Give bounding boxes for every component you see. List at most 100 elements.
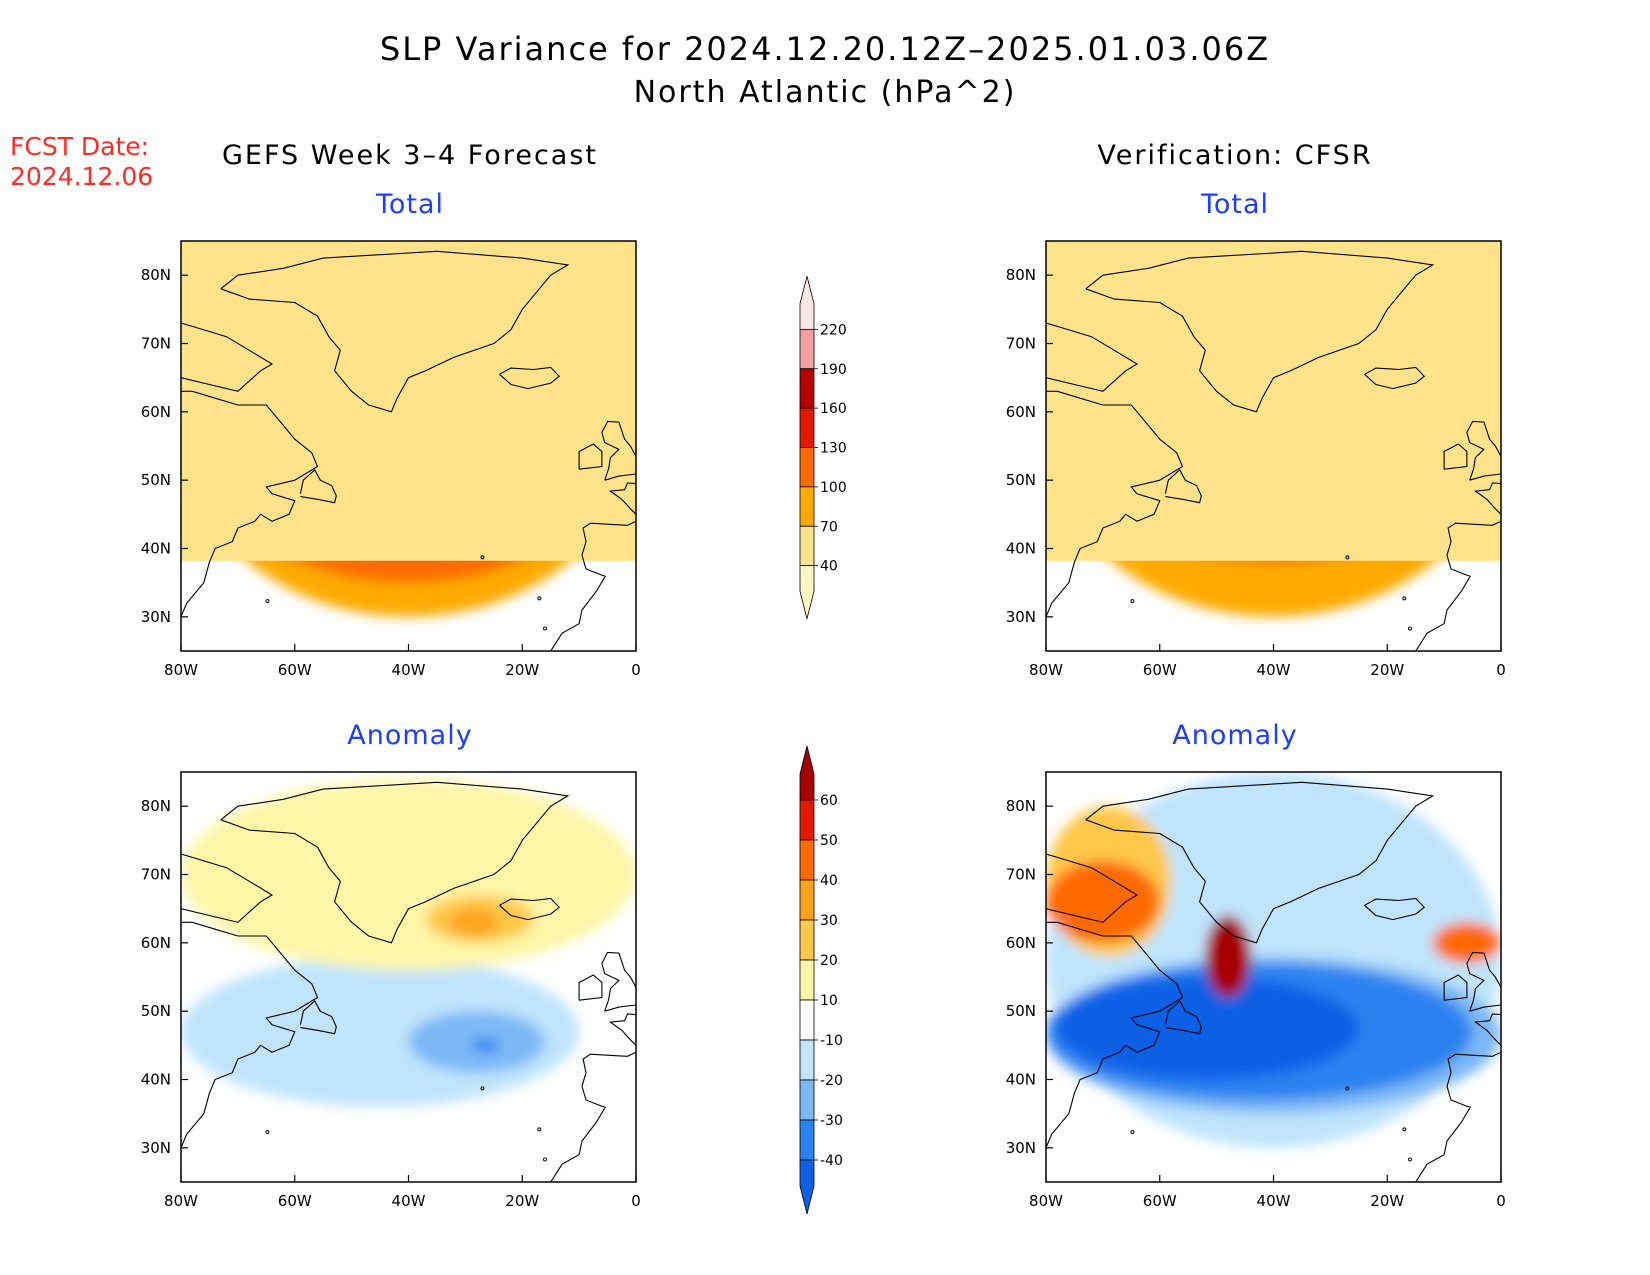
verification-total-map: 80W 60W 40W 20W 0 80N 70N 60N 50N 40N 30N <box>1006 240 1506 721</box>
lon-tick-label: 20W <box>505 661 539 679</box>
colorbar-swatch <box>799 745 815 801</box>
colorbar-swatch <box>799 368 815 409</box>
colorbar-swatch <box>799 276 815 330</box>
colorbar-label: 70 <box>820 519 838 535</box>
coastline <box>1046 853 1139 923</box>
coastline <box>1046 390 1184 618</box>
lat-tick-label: 30N <box>141 608 171 626</box>
verification-column-title: Verification: CFSR <box>1097 140 1373 171</box>
forecast-total-map: 80W 60W 40W 20W 0 80N 70N 60N 50N 40N 30N <box>141 240 641 679</box>
colorbar-label: 100 <box>820 480 847 496</box>
contour-fill-layer <box>1046 772 1501 1148</box>
lat-tick-label: 30N <box>1006 608 1036 626</box>
verification-anomaly-title: Anomaly <box>1172 720 1298 751</box>
lon-tick-label: 0 <box>631 1192 641 1210</box>
coastline <box>608 1013 636 1046</box>
lat-tick-label: 50N <box>1006 1002 1036 1020</box>
lon-tick-label: 0 <box>631 661 641 679</box>
coastline <box>299 469 337 504</box>
colorbar-swatch <box>799 525 815 567</box>
coastline <box>581 520 636 578</box>
lat-tick-label: 70N <box>141 335 171 353</box>
island <box>265 599 270 604</box>
colorbar-label: 160 <box>820 401 847 417</box>
colorbar-label: 50 <box>820 833 838 849</box>
coastline <box>578 443 603 470</box>
lon-tick-label: 60W <box>278 1192 312 1210</box>
fcst-date: 2024.12.06 <box>10 162 154 191</box>
coastline <box>220 781 570 944</box>
fcst-label: FCST Date: <box>10 132 150 161</box>
contour-region <box>181 778 636 971</box>
island <box>1130 1130 1135 1135</box>
lat-tick-label: 50N <box>141 471 171 489</box>
lon-tick-label: 40W <box>1257 1192 1291 1210</box>
lon-tick-label: 40W <box>392 661 426 679</box>
base-contour <box>181 241 636 561</box>
lon-tick-label: 0 <box>1496 661 1506 679</box>
colorbar-swatch <box>799 959 815 1001</box>
coastline <box>499 897 561 921</box>
lat-tick-label: 30N <box>1006 1139 1036 1157</box>
coastline <box>181 322 274 392</box>
verification-anomaly-map: 80W 60W 40W 20W 0 80N 70N 60N 50N 40N 30N <box>1006 771 1506 1252</box>
island <box>501 1249 504 1252</box>
lat-tick-label: 80N <box>1006 266 1036 284</box>
colorbar-label: 40 <box>820 873 838 889</box>
island <box>1402 1127 1407 1132</box>
colorbar-swatch <box>799 328 815 370</box>
island <box>480 1086 485 1091</box>
coastline <box>1164 469 1202 504</box>
island <box>1345 1086 1350 1091</box>
lon-tick-label: 20W <box>1370 1192 1404 1210</box>
colorbar-swatch <box>799 447 815 488</box>
coastlines <box>181 781 636 1252</box>
lon-tick-label: 80W <box>1029 1192 1063 1210</box>
lat-tick-label: 60N <box>1006 934 1036 952</box>
colorbar-swatch <box>799 799 815 841</box>
colorbar-label: 40 <box>820 559 838 575</box>
colorbar-swatch <box>799 1159 815 1215</box>
coastline <box>1415 1107 1471 1182</box>
coastline <box>220 250 570 413</box>
lat-tick-label: 70N <box>1006 866 1036 884</box>
colorbar-label: -30 <box>820 1113 843 1129</box>
coastline <box>1085 250 1435 413</box>
lon-tick-label: 40W <box>392 1192 426 1210</box>
coastlines <box>1046 250 1501 721</box>
island <box>265 1130 270 1135</box>
island <box>1402 596 1407 601</box>
coastline <box>1046 921 1184 1149</box>
lat-tick-label: 50N <box>141 1002 171 1020</box>
coastline <box>1446 1051 1501 1109</box>
colorbar-label: -10 <box>820 1033 843 1049</box>
coastline <box>1473 482 1501 515</box>
coastline <box>1364 897 1426 921</box>
colorbar-label: 60 <box>820 793 838 809</box>
lat-tick-label: 40N <box>141 540 171 558</box>
coastline <box>581 1051 636 1109</box>
island <box>1345 555 1350 560</box>
lat-tick-label: 70N <box>141 866 171 884</box>
coastline <box>601 951 636 1012</box>
contour-region <box>448 908 500 936</box>
colorbar-swatch <box>799 999 815 1041</box>
lon-tick-label: 60W <box>1143 1192 1177 1210</box>
coastline <box>1085 781 1435 944</box>
contour-region <box>1057 977 1359 1080</box>
coastline <box>608 482 636 515</box>
lon-tick-label: 20W <box>505 1192 539 1210</box>
coastline <box>1446 520 1501 578</box>
colorbar-label: 20 <box>820 953 838 969</box>
coastline <box>550 1107 606 1182</box>
contour-region <box>1432 922 1501 964</box>
coastline <box>1466 420 1501 481</box>
colorbar-label: 220 <box>820 322 847 338</box>
island <box>1366 718 1369 721</box>
total-colorbar: 40 70 100 130 160 190 220 <box>799 276 847 619</box>
coastline <box>601 420 636 481</box>
lon-tick-label: 80W <box>164 1192 198 1210</box>
lat-tick-label: 80N <box>141 266 171 284</box>
island <box>1366 1249 1369 1252</box>
colorbar-swatch <box>799 879 815 921</box>
